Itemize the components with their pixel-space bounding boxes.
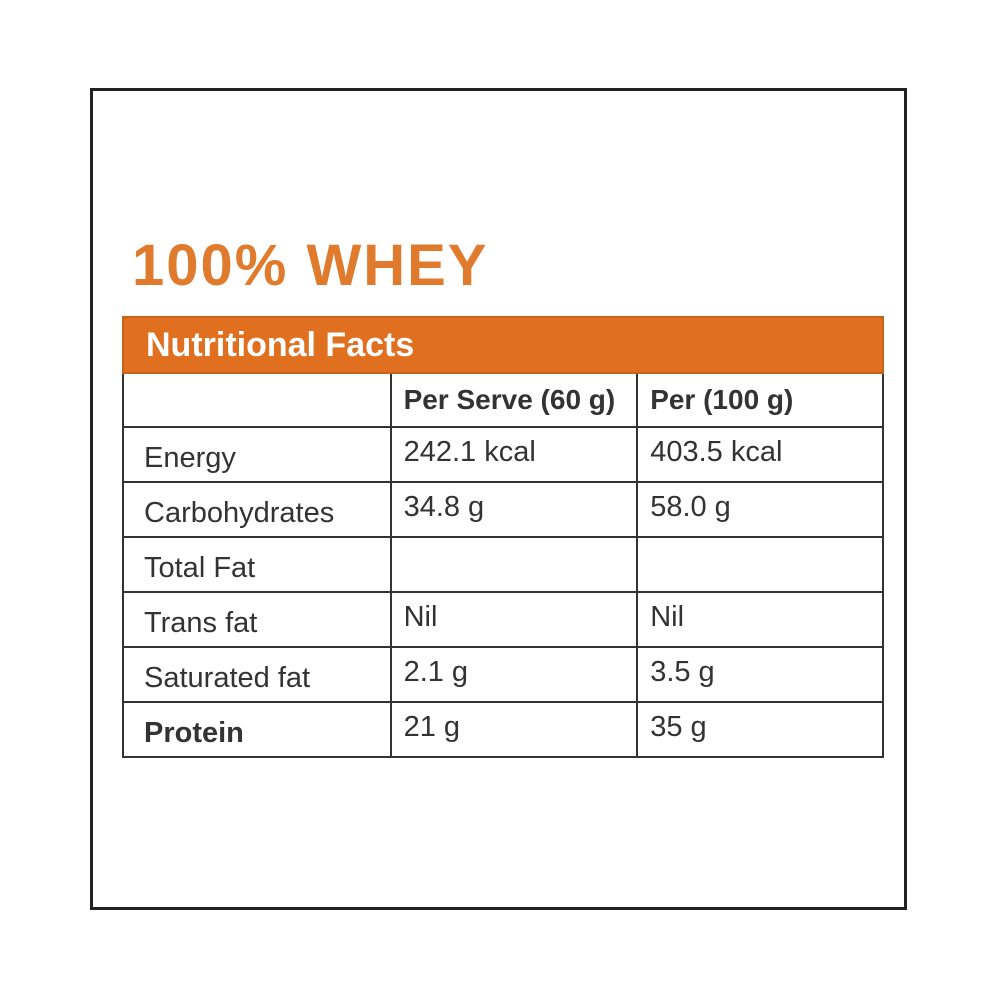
- row-value: Nil: [636, 591, 884, 648]
- column-header: Per Serve (60 g): [389, 372, 639, 428]
- row-label: Carbohydrates: [122, 481, 392, 538]
- table-row: Protein 21 g 35 g: [122, 701, 884, 758]
- row-value: 2.1 g: [389, 646, 639, 703]
- column-header: Per (100 g): [636, 372, 884, 428]
- row-label: Trans fat: [122, 591, 392, 648]
- table-row: Carbohydrates 34.8 g 58.0 g: [122, 481, 884, 538]
- row-value: [389, 536, 639, 593]
- row-label: Total Fat: [122, 536, 392, 593]
- row-label: Protein: [122, 701, 392, 758]
- table-caption: Nutritional Facts: [122, 316, 884, 374]
- row-value: [636, 536, 884, 593]
- row-value: Nil: [389, 591, 639, 648]
- table-row: Saturated fat 2.1 g 3.5 g: [122, 646, 884, 703]
- table-row: Trans fat Nil Nil: [122, 591, 884, 648]
- nutrition-table: Nutritional Facts Per Serve (60 g) Per (1…: [122, 316, 884, 758]
- row-value: 35 g: [636, 701, 884, 758]
- row-value: 242.1 kcal: [389, 426, 639, 483]
- table-body: Energy 242.1 kcal 403.5 kcal Carbohydrates 3…: [122, 426, 884, 758]
- table-row: Total Fat: [122, 536, 884, 593]
- row-value: 3.5 g: [636, 646, 884, 703]
- empty-cell: [122, 372, 392, 428]
- frame: [90, 88, 907, 910]
- header-row: Per Serve (60 g) Per (100 g): [122, 372, 884, 428]
- row-label: Saturated fat: [122, 646, 392, 703]
- row-value: 34.8 g: [389, 481, 639, 538]
- title: 100% WHEY: [132, 233, 489, 298]
- row-value: 58.0 g: [636, 481, 884, 538]
- row-label: Energy: [122, 426, 392, 483]
- row-value: 403.5 kcal: [636, 426, 884, 483]
- table-row: Energy 242.1 kcal 403.5 kcal: [122, 426, 884, 483]
- row-value: 21 g: [389, 701, 639, 758]
